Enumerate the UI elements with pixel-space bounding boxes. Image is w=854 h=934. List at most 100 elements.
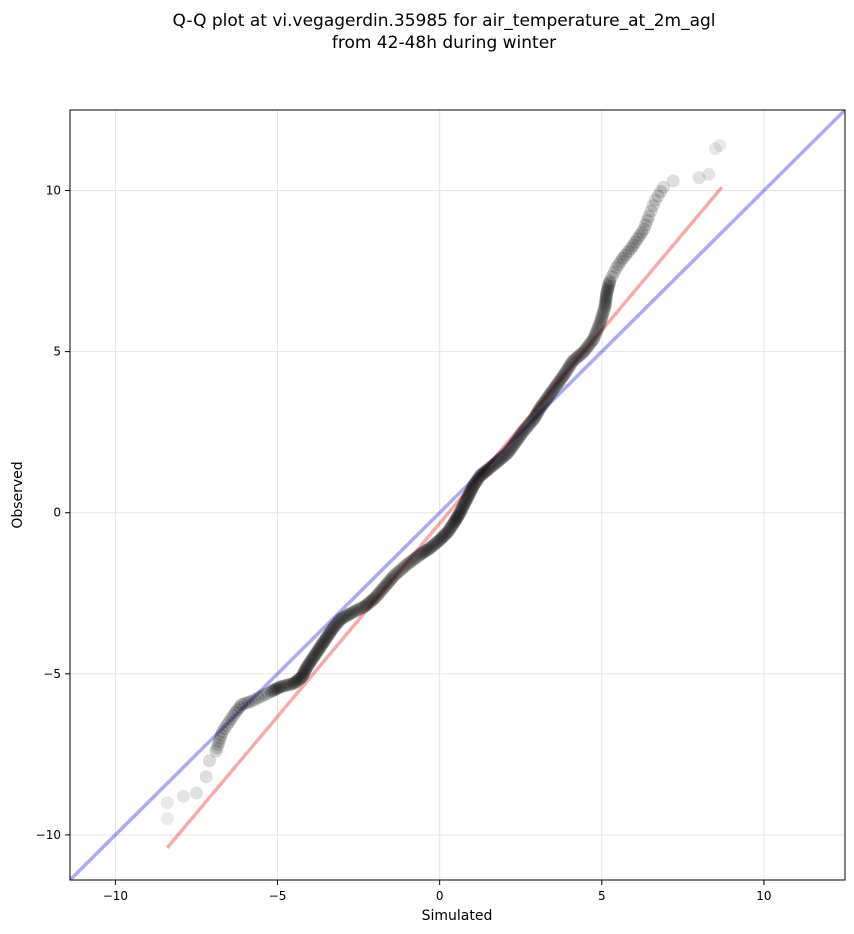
qq-point <box>288 676 302 690</box>
qq-point <box>311 644 325 658</box>
qq-point <box>599 290 613 304</box>
qq-point <box>356 600 370 614</box>
qq-point <box>542 388 556 402</box>
qq-point <box>518 422 532 436</box>
y-tick-label-2: 0 <box>53 506 61 520</box>
qq-point <box>595 309 609 323</box>
qq-point <box>400 557 414 571</box>
qq-point <box>469 476 483 490</box>
qq-point <box>476 467 490 481</box>
qq-point <box>443 522 457 536</box>
qq-point <box>454 503 468 517</box>
qq-point <box>404 555 418 569</box>
qq-point <box>251 691 265 705</box>
qq-point <box>616 251 630 265</box>
qq-point <box>297 666 311 680</box>
qq-point <box>566 354 580 368</box>
qq-point <box>387 569 401 583</box>
qq-point <box>578 343 592 357</box>
qq-point <box>447 515 461 529</box>
qq-point <box>402 556 416 570</box>
qq-point <box>569 352 583 366</box>
qq-point <box>602 277 616 291</box>
qq-point <box>605 269 619 283</box>
qq-point <box>589 325 603 339</box>
qq-point <box>637 222 651 236</box>
qq-point <box>575 346 589 360</box>
qq-point <box>213 731 227 745</box>
qq-point <box>516 425 530 439</box>
qq-point <box>467 478 481 492</box>
qq-point <box>583 337 597 351</box>
qq-point <box>511 432 525 446</box>
qq-point <box>480 463 494 477</box>
qq-point <box>307 649 321 663</box>
qq-point <box>176 789 190 803</box>
fit-line <box>165 186 724 849</box>
qq-point <box>558 367 572 381</box>
qq-point <box>533 401 547 415</box>
qq-point <box>501 446 515 460</box>
qq-point <box>391 565 405 579</box>
qq-point <box>291 673 305 687</box>
qq-point <box>440 526 454 540</box>
qq-point <box>588 329 602 343</box>
qq-point <box>451 510 465 524</box>
qq-point <box>378 580 392 594</box>
qq-point <box>654 185 668 199</box>
qq-point <box>456 500 470 514</box>
qq-point <box>599 292 613 306</box>
qq-point <box>231 703 245 717</box>
qq-point <box>656 180 670 194</box>
qq-point <box>446 517 460 531</box>
qq-point <box>509 435 523 449</box>
qq-point <box>531 404 545 418</box>
qq-point <box>199 770 213 784</box>
qq-point <box>561 362 575 376</box>
qq-point <box>592 318 606 332</box>
qq-point <box>485 459 499 473</box>
qq-point <box>452 507 466 521</box>
qq-point <box>318 633 332 647</box>
qq-point <box>572 349 586 363</box>
qq-point <box>551 377 565 391</box>
y-tick-label-0: −10 <box>36 828 61 842</box>
qq-point <box>640 214 654 228</box>
qq-point <box>422 542 436 556</box>
qq-point <box>609 261 623 275</box>
qq-point <box>585 334 599 348</box>
qq-point <box>274 680 288 694</box>
qq-point <box>564 356 578 370</box>
qq-point <box>450 511 464 525</box>
chart-title-line-2: from 42-48h during winter <box>332 33 556 53</box>
qq-point <box>559 365 573 379</box>
qq-point <box>406 553 420 567</box>
qq-point <box>254 689 268 703</box>
qq-point <box>577 345 591 359</box>
qq-point <box>463 485 477 499</box>
qq-point <box>309 647 323 661</box>
qq-point <box>570 350 584 364</box>
x-tick-label-4: 10 <box>756 889 771 903</box>
qq-point <box>537 396 551 410</box>
qq-point <box>581 339 595 353</box>
points <box>160 138 727 826</box>
qq-point <box>540 391 554 405</box>
qq-point <box>451 508 465 522</box>
qq-point <box>415 547 429 561</box>
qq-point <box>648 193 662 207</box>
qq-point <box>321 629 335 643</box>
qq-point <box>628 235 642 249</box>
qq-point <box>290 674 304 688</box>
qq-point <box>337 610 351 624</box>
qq-point <box>453 506 467 520</box>
qq-point <box>462 488 476 502</box>
qq-point <box>222 715 236 729</box>
qq-point <box>465 481 479 495</box>
qq-point <box>365 593 379 607</box>
qq-point <box>293 672 307 686</box>
qq-point <box>527 412 541 426</box>
qq-point <box>597 302 611 316</box>
qq-point <box>235 697 249 711</box>
qq-point <box>411 549 425 563</box>
